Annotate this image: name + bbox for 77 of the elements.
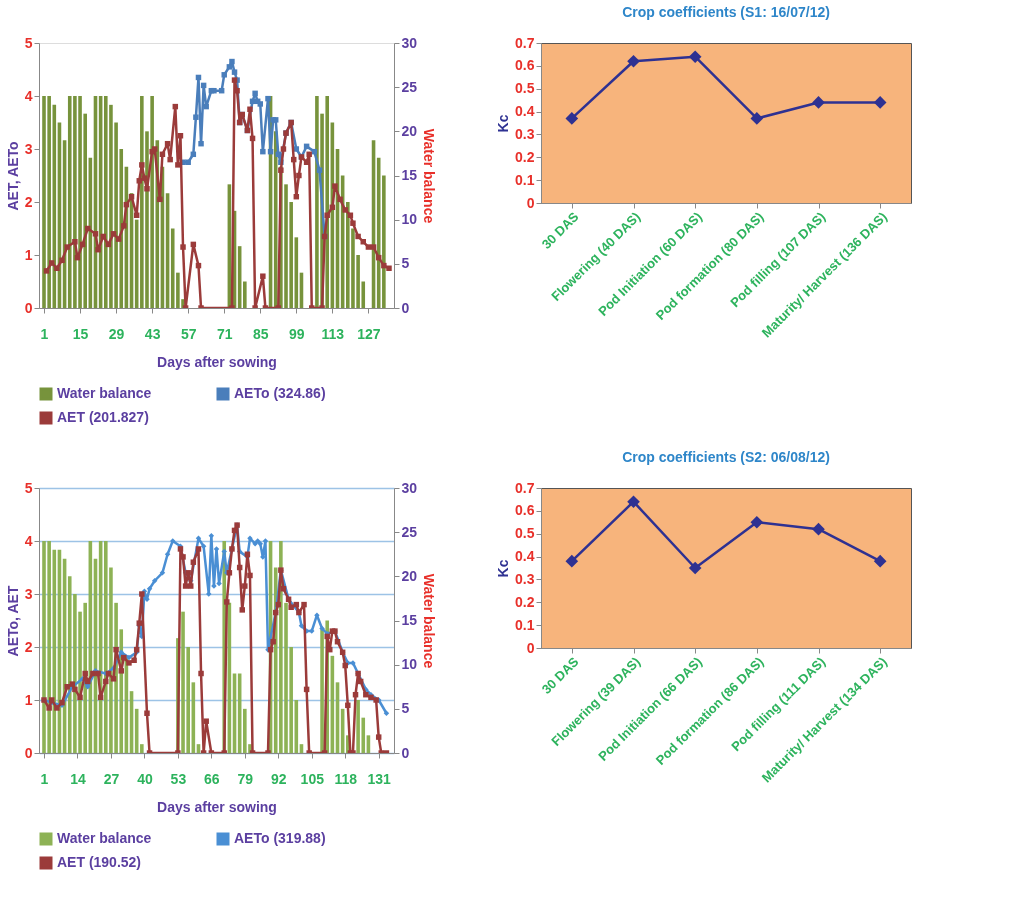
- y2-axis-title: Water balance: [421, 573, 438, 669]
- y-tick-label: 3: [24, 140, 33, 157]
- x-tick-label: 118: [334, 770, 358, 787]
- y-tick-label: 0: [526, 194, 535, 211]
- y2-tick-label: 30: [401, 479, 418, 496]
- y2-tick-label: 10: [401, 211, 418, 228]
- y-tick-label: 0.6: [515, 57, 535, 74]
- x-tick-label: 131: [367, 770, 392, 787]
- y2-tick-label: 20: [401, 567, 418, 584]
- y-tick-label: 0.5: [515, 525, 535, 542]
- x-tick-label: 14: [70, 770, 86, 787]
- x-tick-label: 71: [216, 325, 233, 342]
- x-tick-label: 85: [252, 325, 269, 342]
- y-tick-label: 2: [24, 638, 33, 655]
- y-tick-label: 0.4: [515, 103, 535, 120]
- y-tick-label: 0.7: [515, 479, 535, 496]
- x-axis-title: Days after sowing: [157, 798, 277, 815]
- x-tick-label: 40: [137, 770, 153, 787]
- x-tick-label: 105: [300, 770, 325, 787]
- x-tick-label: 1: [40, 770, 49, 787]
- x-tick-label: 29: [108, 325, 125, 342]
- legend-label: AET (190.52): [57, 854, 142, 870]
- x-axis-title: Days after sowing: [157, 353, 277, 370]
- x-tick-label: 79: [237, 770, 254, 787]
- y-tick-label: 0.5: [515, 80, 535, 97]
- x-tick-label: 53: [170, 770, 187, 787]
- y-tick-label: 0.4: [515, 548, 535, 565]
- legend-label: AET (201.827): [57, 409, 149, 425]
- y-tick-label: 2: [24, 193, 33, 210]
- y2-tick-label: 15: [401, 167, 418, 183]
- y-axis-title: Kc: [495, 114, 512, 133]
- y-axis-title: AET, AETo: [4, 141, 21, 211]
- y-tick-label: 0.1: [515, 616, 535, 633]
- chart-title: Crop coefficients (S2: 06/08/12): [622, 449, 830, 465]
- y-tick-label: 0.2: [515, 148, 535, 165]
- x-tick-label: 66: [204, 770, 220, 787]
- y-tick-label: 5: [24, 479, 33, 496]
- y2-tick-label: 0: [401, 744, 410, 761]
- x-tick-label: 15: [72, 325, 89, 342]
- y2-tick-label: 5: [401, 700, 410, 717]
- legend-label: AETo (319.88): [234, 830, 326, 846]
- x-tick-label: 99: [289, 325, 305, 342]
- y2-tick-label: 0: [401, 299, 410, 316]
- y2-tick-label: 25: [401, 78, 418, 95]
- y-tick-label: 4: [24, 87, 33, 104]
- y-tick-label: 0.2: [515, 593, 535, 610]
- x-tick-label: 127: [357, 325, 381, 342]
- x-tick-label: 43: [144, 325, 161, 342]
- y-tick-label: 0: [24, 744, 33, 761]
- y2-tick-label: 5: [401, 255, 410, 272]
- legend-label: AETo (324.86): [234, 385, 326, 401]
- y-tick-label: 4: [24, 532, 33, 549]
- x-tick-label: 57: [180, 325, 197, 342]
- y2-tick-label: 10: [401, 656, 418, 673]
- legend-label: Water balance: [57, 385, 152, 401]
- x-tick-label: 113: [321, 325, 345, 342]
- y2-tick-label: 30: [401, 34, 418, 51]
- y2-axis-title: Water balance: [421, 128, 438, 224]
- y2-tick-label: 20: [401, 122, 418, 139]
- y2-tick-label: 25: [401, 523, 418, 540]
- y-tick-label: 3: [24, 585, 33, 602]
- y2-tick-label: 15: [401, 612, 418, 628]
- y-axis-title: AETo, AET: [4, 585, 21, 657]
- y-axis-title: Kc: [495, 559, 512, 578]
- y-tick-label: 0.3: [515, 125, 535, 142]
- y-tick-label: 5: [24, 34, 33, 51]
- y-tick-label: 0.7: [515, 34, 535, 51]
- y-tick-label: 0: [526, 639, 535, 656]
- y-tick-label: 0.3: [515, 570, 535, 587]
- x-tick-label: 1: [40, 325, 49, 342]
- y-tick-label: 0.1: [515, 171, 535, 188]
- x-tick-label: 92: [271, 770, 287, 787]
- chart-title: Crop coefficients (S1: 16/07/12): [622, 4, 830, 20]
- x-tick-label: 27: [103, 770, 120, 787]
- legend-label: Water balance: [57, 830, 152, 846]
- y-tick-label: 0: [24, 299, 33, 316]
- y-tick-label: 0.6: [515, 502, 535, 519]
